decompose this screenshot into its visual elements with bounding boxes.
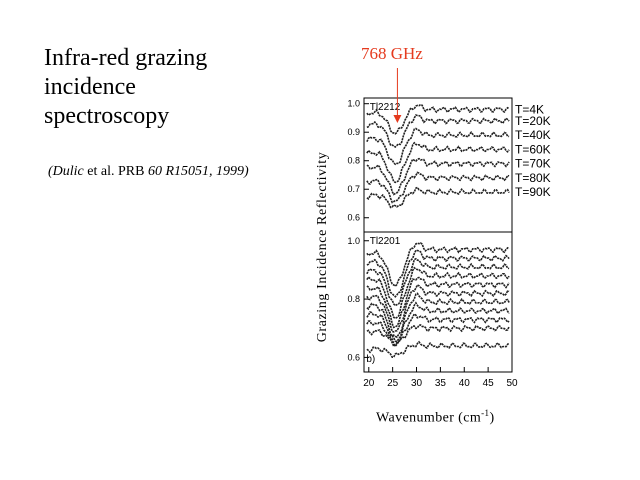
x-tick-label: 30 — [411, 378, 423, 389]
citation-etal: et al. — [87, 164, 115, 179]
title-line-3: spectroscopy — [44, 103, 170, 129]
series-curve — [366, 257, 510, 307]
series-curve — [366, 241, 510, 288]
citation-volume: 60 R15051, 1999) — [147, 164, 249, 179]
x-tick-label: 50 — [506, 378, 518, 389]
x-tick-label: 20 — [363, 378, 375, 389]
series-curve — [366, 266, 510, 320]
series-label: T=40K — [515, 128, 551, 142]
series-label: T=70K — [515, 157, 551, 171]
series-curve — [366, 276, 510, 329]
x-axis-label: Wavenumber (cm-1) — [376, 408, 495, 427]
series-label: T=80K — [515, 171, 551, 185]
title-line-1: Infra-red grazing — [44, 45, 208, 71]
y-tick-label: 0.6 — [347, 352, 360, 362]
x-axis-label-close: ) — [489, 410, 495, 426]
y-tick-label: 1.0 — [347, 236, 360, 246]
y-tick-label: 0.8 — [347, 156, 360, 166]
x-tick-label: 25 — [387, 378, 399, 389]
x-tick-label: 45 — [483, 378, 495, 389]
y-tick-label: 0.6 — [347, 213, 360, 223]
sample-label: Tl2201 — [370, 236, 401, 247]
annotation-arrow-head — [393, 115, 402, 123]
x-tick-label: 40 — [459, 378, 471, 389]
frequency-annotation: 768 GHz — [361, 44, 423, 63]
series-curve — [366, 340, 510, 359]
series-curve — [366, 127, 510, 166]
panel-label: b) — [366, 354, 375, 365]
series-label: T=60K — [515, 142, 551, 156]
series-label: T=20K — [515, 114, 551, 128]
series-curve — [366, 324, 510, 348]
x-tick-label: 35 — [435, 378, 447, 389]
series-curve — [366, 157, 510, 196]
series-label: T=4K — [515, 102, 544, 116]
citation: (Dulic et al. PRB 60 R15051, 1999) — [48, 164, 249, 180]
series-curve — [366, 103, 510, 135]
series-curve — [366, 186, 510, 209]
y-tick-label: 0.9 — [347, 127, 360, 137]
series-curve — [366, 249, 510, 298]
citation-authors: (Dulic — [48, 164, 84, 179]
series-curve — [366, 141, 510, 184]
series-curve — [366, 312, 510, 348]
sample-label: Tl2212 — [370, 102, 401, 113]
series-curve — [366, 301, 510, 343]
series-curve — [366, 283, 510, 333]
y-tick-label: 0.8 — [347, 294, 360, 304]
slide-title: Infra-red grazing incidence spectroscopy — [44, 44, 284, 131]
y-tick-label: 0.7 — [347, 184, 360, 194]
series-label: T=90K — [515, 185, 551, 199]
y-tick-label: 1.0 — [347, 99, 360, 109]
title-line-2: incidence — [44, 74, 136, 100]
series-curve — [366, 171, 510, 204]
panel-2-frame — [363, 231, 513, 373]
citation-journal: PRB — [117, 164, 145, 179]
series-curve — [366, 292, 510, 339]
series-curve — [366, 114, 510, 149]
x-axis-label-text: Wavenumber (cm — [376, 410, 482, 426]
x-axis-label-exponent: -1 — [481, 408, 490, 418]
